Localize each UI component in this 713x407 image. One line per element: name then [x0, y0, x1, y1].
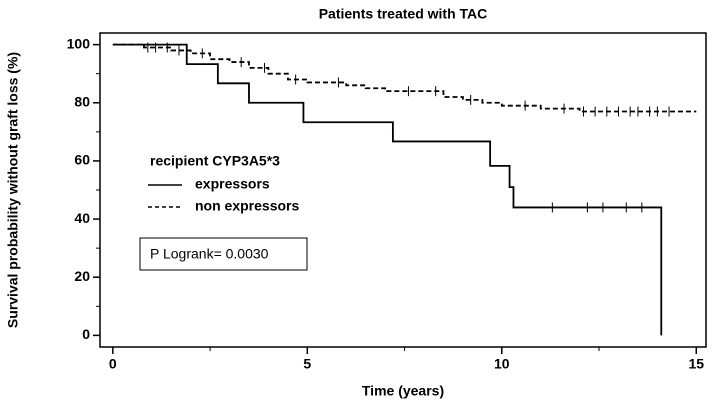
- chart-title: Patients treated with TAC: [319, 6, 488, 22]
- annotation: P Logrank= 0.0030: [150, 246, 269, 262]
- legend-title: recipient CYP3A5*3: [150, 153, 280, 169]
- y-tick-label: 40: [74, 210, 90, 226]
- x-tick-label: 15: [688, 356, 704, 372]
- x-tick-label: 10: [494, 356, 510, 372]
- survival-curve: [112, 43, 697, 113]
- plot-frame: [99, 32, 707, 348]
- x-tick-label: 5: [303, 356, 311, 372]
- y-tick-label: 60: [74, 152, 90, 168]
- survival-curve: [112, 43, 663, 336]
- annotation-box: [139, 237, 308, 271]
- x-tick-label: 0: [109, 356, 117, 372]
- y-tick-label: 80: [74, 93, 90, 109]
- y-tick-label: 100: [67, 35, 91, 51]
- y-axis-label: Survival probability without graft loss …: [5, 52, 21, 328]
- x-axis-label: Time (years): [362, 383, 444, 399]
- legend-label: expressors: [195, 176, 270, 192]
- y-tick-label: 0: [82, 326, 90, 342]
- legend-label: non expressors: [195, 198, 299, 214]
- y-tick-label: 20: [74, 268, 90, 284]
